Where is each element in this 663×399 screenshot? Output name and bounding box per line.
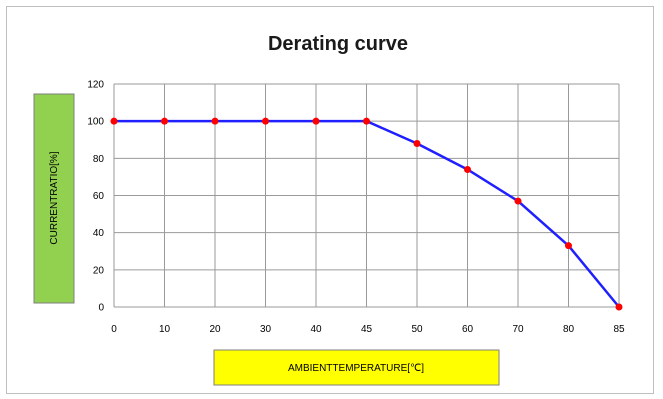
x-tick-label: 40 bbox=[310, 324, 322, 335]
data-point-marker bbox=[565, 242, 572, 250]
data-point-marker bbox=[363, 117, 370, 125]
y-tick-label: 20 bbox=[93, 265, 105, 276]
x-tick-label: 10 bbox=[159, 324, 171, 335]
x-tick-label: 45 bbox=[361, 324, 373, 335]
y-tick-label: 0 bbox=[98, 303, 104, 314]
y-tick-label: 40 bbox=[93, 228, 105, 239]
data-point-marker bbox=[211, 117, 219, 125]
x-tick-label: 60 bbox=[462, 324, 474, 335]
x-tick-label: 70 bbox=[512, 324, 524, 335]
x-axis-label-box: AMBIENTTEMPERATURE[℃] bbox=[213, 349, 500, 386]
y-tick-label: 100 bbox=[87, 117, 104, 128]
data-point-marker bbox=[262, 117, 269, 125]
data-point-marker bbox=[110, 117, 118, 125]
x-tick-label: 80 bbox=[563, 324, 575, 335]
derating-chart: Derating curve 0 20 40 60 80 100 120 0 10 20 30 40… bbox=[33, 33, 625, 386]
data-point-marker bbox=[464, 165, 471, 173]
x-axis-label: AMBIENTTEMPERATURE[℃] bbox=[288, 363, 424, 374]
y-tick-label: 80 bbox=[93, 154, 105, 165]
y-tick-label: 120 bbox=[87, 80, 104, 91]
x-tick-label: 85 bbox=[613, 324, 625, 335]
data-point-marker bbox=[312, 117, 320, 125]
x-tick-label: 30 bbox=[260, 324, 272, 335]
y-axis-label-box: CURRENTRATIO[%] bbox=[33, 93, 75, 304]
x-tick-label: 20 bbox=[209, 324, 221, 335]
data-point-marker bbox=[615, 303, 623, 311]
chart-title: Derating curve bbox=[268, 33, 408, 55]
x-axis-ticks: 0 10 20 30 40 45 50 60 70 80 85 bbox=[111, 324, 625, 335]
y-tick-label: 60 bbox=[93, 191, 105, 202]
x-tick-label: 0 bbox=[111, 324, 117, 335]
x-tick-label: 50 bbox=[411, 324, 423, 335]
data-point-marker bbox=[514, 197, 522, 205]
series-layer bbox=[110, 117, 623, 311]
y-axis-label: CURRENTRATIO[%] bbox=[49, 151, 60, 244]
plot-grid bbox=[113, 83, 620, 308]
data-point-marker bbox=[413, 139, 421, 147]
chart-frame: Derating curve 0 20 40 60 80 100 120 0 10 20 30 40… bbox=[6, 6, 654, 394]
data-point-marker bbox=[161, 117, 168, 125]
y-axis-ticks: 0 20 40 60 80 100 120 bbox=[87, 80, 104, 314]
